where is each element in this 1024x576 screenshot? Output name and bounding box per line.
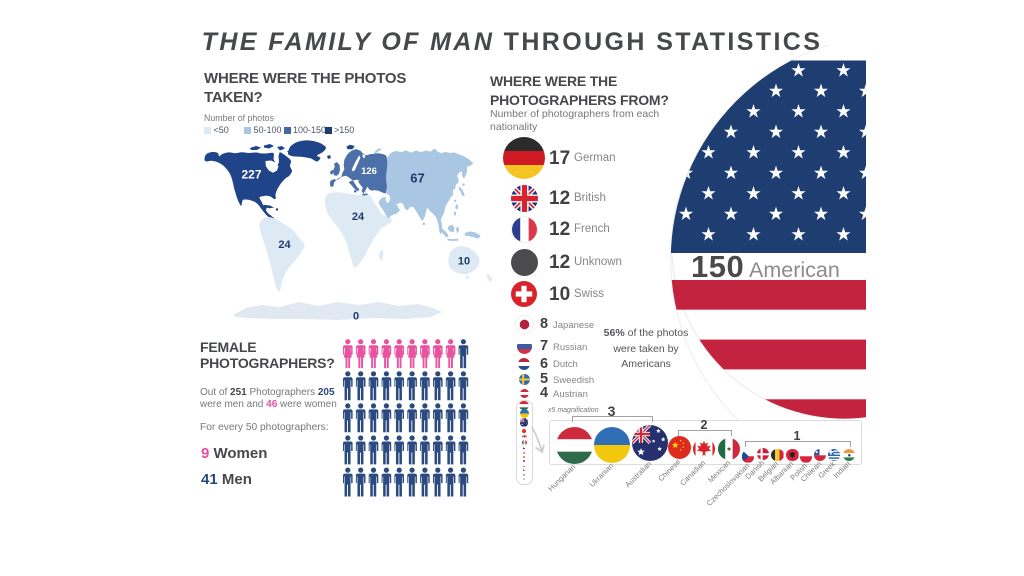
svg-text:227: 227 bbox=[241, 168, 261, 182]
svg-text:24: 24 bbox=[278, 239, 291, 251]
svg-text:126: 126 bbox=[361, 166, 377, 177]
svg-text:0: 0 bbox=[353, 311, 359, 323]
svg-text:24: 24 bbox=[352, 211, 365, 223]
svg-text:10: 10 bbox=[458, 256, 470, 268]
svg-text:67: 67 bbox=[410, 171, 424, 186]
